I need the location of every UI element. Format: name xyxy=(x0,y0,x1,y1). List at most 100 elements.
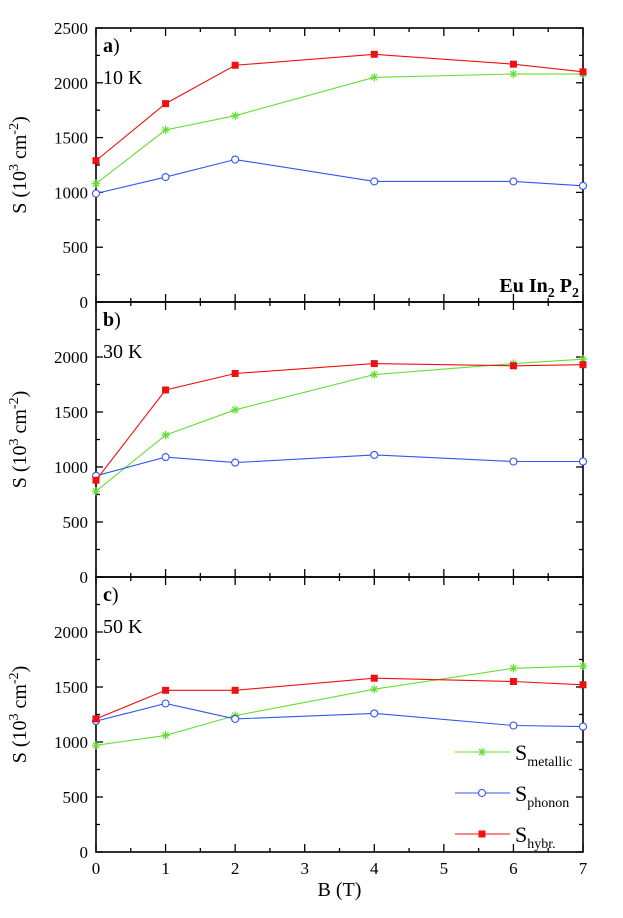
data-point-hybr xyxy=(370,674,378,682)
y-axis-label: S (103 cm-2) xyxy=(7,666,31,764)
panel-letter: c) xyxy=(103,584,119,606)
series-hybr xyxy=(92,360,587,484)
legend-marker-metallic xyxy=(477,747,487,757)
data-point-metallic xyxy=(370,370,379,379)
data-point-hybr xyxy=(162,686,170,694)
data-point-metallic xyxy=(230,405,240,414)
panel-c: 0 500 1000 1500 2000 0 1 2 3 4 5 6 7 B (T) S (103 cm-2… xyxy=(7,576,588,901)
plot-frame xyxy=(95,301,584,578)
data-point-metallic xyxy=(509,664,518,673)
y-tick-label: 1000 xyxy=(54,183,88,202)
panel-a: 0 500 1000 1500 2000 2500 S (103 cm-2) a) 10 K Eu… xyxy=(7,19,588,312)
data-point-hybr xyxy=(509,60,517,68)
y-tick-label: 500 xyxy=(63,788,89,807)
x-tick-label: 3 xyxy=(300,859,309,878)
series-phonon xyxy=(91,450,588,480)
temperature-label: 30 K xyxy=(103,341,143,363)
data-point-metallic xyxy=(230,111,240,120)
data-point-phonon xyxy=(509,721,518,730)
data-point-metallic xyxy=(370,73,379,82)
series-line-phonon xyxy=(95,702,584,728)
data-point-phonon xyxy=(509,177,518,186)
data-point-phonon xyxy=(231,458,240,467)
data-point-phonon xyxy=(578,457,588,466)
legend-marker-hybr xyxy=(478,830,486,838)
y-tick-label: 1500 xyxy=(54,129,88,148)
y-tick-label: 1000 xyxy=(54,733,88,752)
temperature-label: 10 K xyxy=(103,67,143,89)
data-point-hybr xyxy=(509,678,517,685)
data-point-metallic xyxy=(91,179,101,188)
series-line-hybr xyxy=(95,53,584,162)
data-point-phonon xyxy=(509,457,518,466)
series-metallic xyxy=(91,69,588,188)
data-point-hybr xyxy=(231,686,239,694)
data-point-metallic xyxy=(509,69,518,79)
panel-b: 0 500 1000 1500 2000 S (103 cm-2) b) 30 K xyxy=(7,301,588,587)
data-point-phonon xyxy=(370,450,379,459)
data-point-metallic xyxy=(370,685,379,694)
data-point-hybr xyxy=(92,715,100,723)
data-point-hybr xyxy=(579,681,587,689)
data-point-phonon xyxy=(370,177,379,186)
data-point-phonon xyxy=(370,709,379,718)
y-tick-label: 0 xyxy=(80,843,89,862)
series-line-metallic xyxy=(95,358,584,492)
y-tick-label: 2000 xyxy=(54,74,88,93)
data-point-hybr xyxy=(579,68,587,76)
legend-label-hybr: Shybr. xyxy=(515,822,556,852)
data-point-metallic xyxy=(91,487,101,496)
data-point-phonon xyxy=(231,155,240,164)
y-tick-label: 2500 xyxy=(54,19,88,38)
y-tick-label: 500 xyxy=(63,513,89,532)
data-point-phonon xyxy=(161,173,170,182)
x-tick-label: 7 xyxy=(579,859,588,878)
y-tick-label: 2000 xyxy=(54,348,88,367)
data-point-metallic xyxy=(578,355,588,364)
legend-label-phonon: Sphonon xyxy=(515,781,569,811)
data-point-metallic xyxy=(91,741,101,750)
data-point-hybr xyxy=(231,370,239,377)
legend-entry-metallic: Smetallic xyxy=(455,740,572,770)
compound-label: Eu In2 P2 xyxy=(499,275,579,301)
y-tick-label: 0 xyxy=(80,293,89,312)
data-point-phonon xyxy=(161,453,170,462)
y-tick-label: 1500 xyxy=(54,403,88,422)
data-point-hybr xyxy=(92,157,100,165)
panel-letter: a) xyxy=(103,35,120,57)
series-metallic xyxy=(91,355,588,496)
data-point-hybr xyxy=(231,61,239,69)
legend-entry-phonon: Sphonon xyxy=(455,781,569,811)
series-line-hybr xyxy=(95,363,584,481)
series-phonon xyxy=(91,155,588,198)
x-tick-label: 5 xyxy=(440,859,449,878)
x-tick-label: 6 xyxy=(509,859,518,878)
data-point-metallic xyxy=(161,731,170,740)
data-point-hybr xyxy=(370,360,378,368)
panel-letter: b) xyxy=(103,309,121,331)
data-point-phonon xyxy=(161,699,170,708)
series-hybr xyxy=(92,50,587,165)
y-tick-label: 1500 xyxy=(54,678,88,697)
series-line-metallic xyxy=(95,73,583,185)
data-point-hybr xyxy=(162,386,170,394)
data-point-hybr xyxy=(579,361,587,369)
legend-label-metallic: Smetallic xyxy=(515,740,572,770)
data-point-phonon xyxy=(91,189,101,198)
series-hybr xyxy=(92,674,587,723)
data-point-hybr xyxy=(92,476,100,484)
data-point-metallic xyxy=(161,125,170,135)
series-line-phonon xyxy=(95,158,584,195)
data-point-phonon xyxy=(578,181,588,190)
y-axis-label: S (103 cm-2) xyxy=(7,391,31,489)
y-axis-label: S (103 cm-2) xyxy=(7,116,31,214)
x-axis-label: B (T) xyxy=(318,879,362,901)
series-line-phonon xyxy=(95,454,583,477)
series-line-hybr xyxy=(95,677,584,720)
y-tick-label: 1000 xyxy=(54,458,88,477)
data-point-hybr xyxy=(162,100,170,108)
legend: Smetallic Sphonon Shybr. xyxy=(455,740,572,852)
x-tick-label: 1 xyxy=(161,859,170,878)
temperature-label: 50 K xyxy=(103,616,143,638)
